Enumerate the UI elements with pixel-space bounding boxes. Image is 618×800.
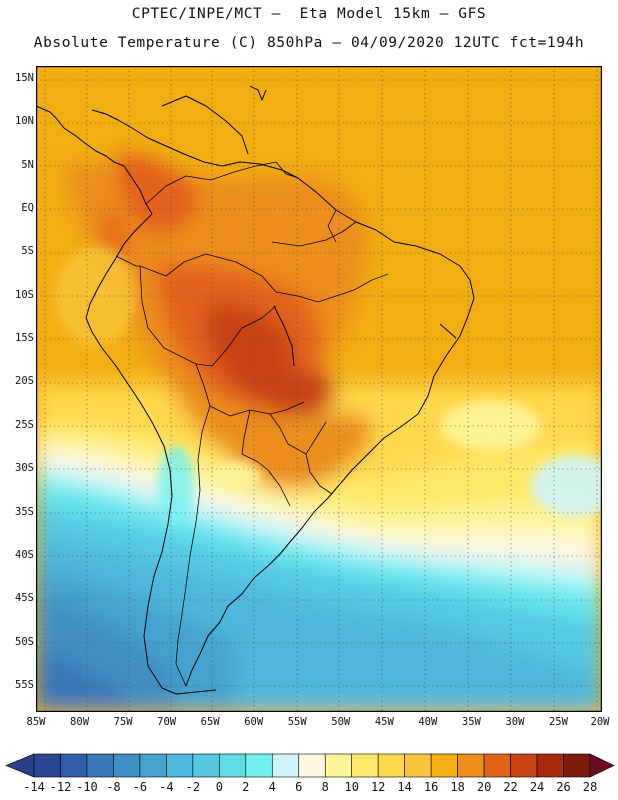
lat-tick-label: 15N [15,72,34,84]
country-borders [115,161,389,687]
colorbar-swatch [324,753,353,778]
lon-tick-label: 25W [548,716,568,728]
lat-tick-label: 45S [15,592,34,605]
colorbar-tick-label: 16 [423,780,439,794]
colorbar-tick-label: -2 [185,780,201,794]
colorbar-swatch [298,753,326,778]
lon-tick-label: 75W [113,716,133,728]
colorbar-swatch [139,753,167,778]
lat-tick-label: 30S [15,462,34,475]
colorbar-tick-label: 26 [556,780,571,794]
colorbar-under-triangle [5,753,35,778]
colorbar-tick-label: 14 [397,780,412,794]
colorbar-tick-label: -4 [159,780,174,794]
colorbar-tick-label: -12 [49,780,72,794]
lat-tick-label: 15S [15,332,34,345]
colorbar-tick-label: -10 [76,780,98,794]
lon-tick-label: 85W [26,716,46,728]
colorbar-swatch [60,753,88,778]
colorbar-tick-label: -6 [132,780,148,794]
lat-tick-label: EQ [21,202,34,215]
lon-tick-label: 35W [461,716,481,728]
colorbar-tick-label: 24 [529,780,545,794]
colorbar-tick-label: 6 [295,780,303,794]
colorbar-tick-label: 18 [450,780,465,794]
colorbar-swatch [219,753,247,778]
lon-tick-label: 55W [287,716,307,728]
colorbar-tick-label: 28 [582,780,598,794]
colorbar-swatch [33,753,61,778]
colorbar-tick-label: -14 [23,780,45,794]
map-title: CPTEC/INPE/MCT – Eta Model 15km – GFS [131,6,487,22]
colorbar-tick-label: 20 [476,780,492,794]
lat-tick-label: 10N [15,115,34,128]
lat-tick-label: 5N [21,158,34,171]
colorbar-swatch [351,753,379,778]
colorbar-swatch [563,753,591,778]
colorbar-swatch [457,753,485,778]
lat-tick-label: 20S [15,375,34,388]
colorbar-swatch [166,753,194,778]
colorbar-swatch [192,753,220,778]
map-panel [36,66,602,712]
lat-tick-label: 10S [15,288,34,301]
lon-tick-label: 70W [157,716,177,728]
lon-tick-label: 80W [70,716,90,728]
lat-tick-label: 50S [15,635,34,648]
colorbar-swatch [404,753,432,778]
colorbar-swatch [430,753,458,778]
lon-tick-label: 45W [374,716,394,728]
lat-tick-label: 55S [15,678,34,691]
colorbar-tick-label: 4 [268,780,276,794]
map-subtitle: Absolute Temperature (C) 850hPa – 04/09/… [33,35,585,51]
colorbar-swatch [510,753,538,778]
lon-tick-label: 60W [244,716,264,728]
colorbar-swatch [536,753,564,778]
lon-tick-label: 65W [200,716,220,728]
colorbar-tick-label: 12 [370,780,386,794]
colorbar-swatch [377,753,405,778]
colorbar-swatch [113,753,141,778]
coastlines [36,85,475,695]
colorbar-tick-label: 2 [242,780,250,794]
colorbar-tick-label: 10 [344,780,359,794]
colorbar-tick-label: -8 [106,780,121,794]
temperature-map [36,66,602,712]
colorbar-swatch [483,753,511,778]
colorbar-swatch [245,753,273,778]
colorbar-tick-label: 0 [215,780,223,794]
lat-tick-label: 35S [15,505,34,518]
colorbar-swatch [271,753,300,778]
lat-tick-label: 40S [15,548,34,561]
colorbar-swatch [86,753,114,778]
lon-tick-label: 50W [331,716,351,728]
lon-tick-label: 40W [418,716,438,728]
map-frame [36,66,602,712]
lat-tick-label: 5S [21,245,34,258]
lon-tick-label: 20W [590,716,610,728]
colorbar-tick-label: 22 [503,780,518,794]
colorbar [5,753,615,778]
colorbar-over-triangle [589,753,615,778]
lat-tick-label: 25S [15,418,34,431]
lon-tick-label: 30W [505,716,525,728]
colorbar-tick-label: 8 [321,780,329,794]
